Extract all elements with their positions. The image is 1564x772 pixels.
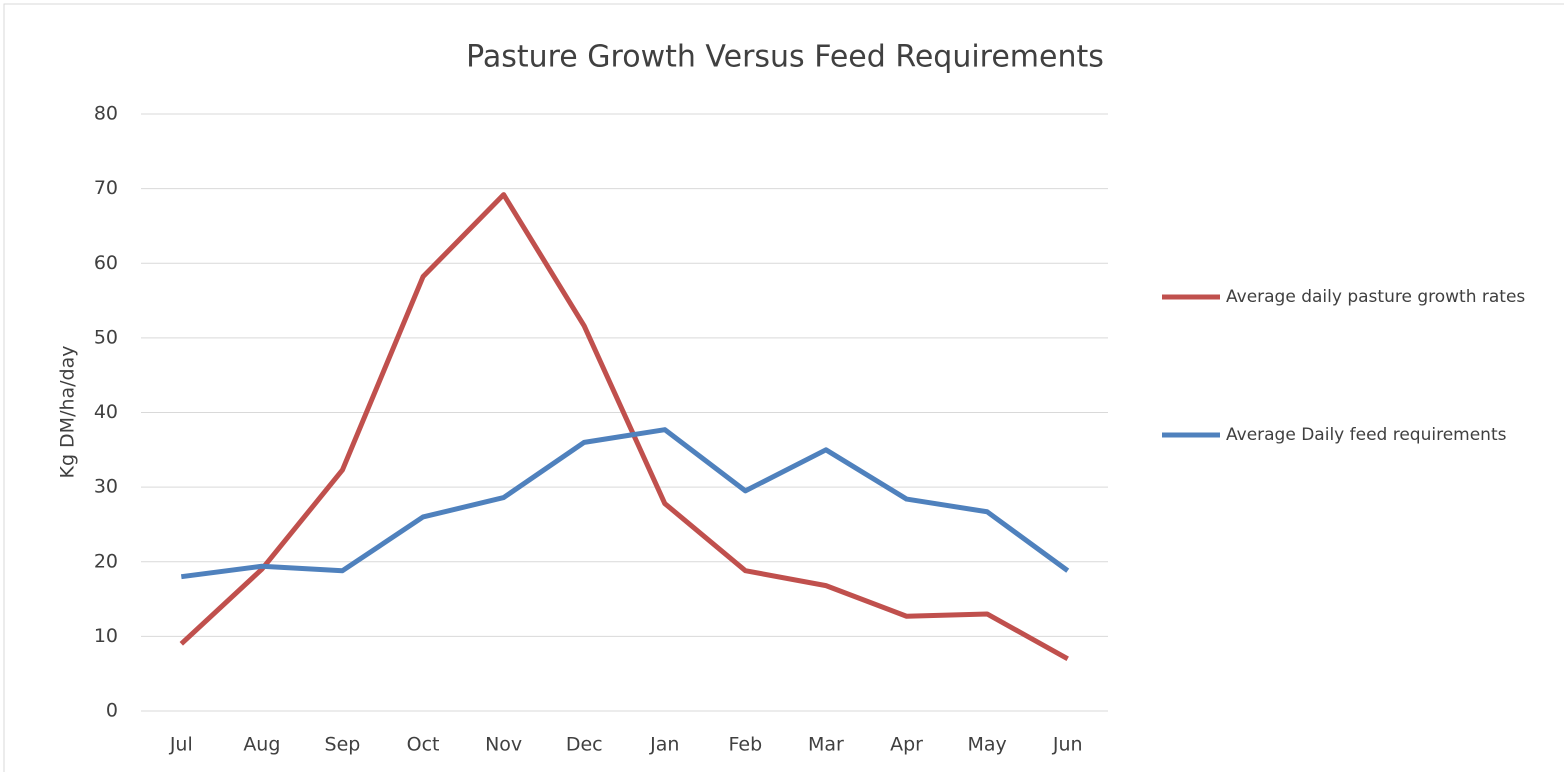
x-tick-label: May [967, 734, 1006, 756]
y-tick-label: 0 [106, 700, 118, 722]
y-tick-label: 10 [94, 625, 118, 647]
y-tick-label: 20 [94, 550, 118, 572]
y-axis-label: Kg DM/ha/day [57, 345, 79, 478]
legend-label: Average daily pasture growth rates [1226, 287, 1526, 307]
y-tick-label: 50 [94, 326, 118, 348]
x-tick-label: Jul [169, 734, 193, 756]
x-tick-label: Jan [649, 734, 679, 756]
x-tick-label: Jun [1052, 734, 1083, 756]
x-tick-label: Oct [407, 734, 440, 756]
x-tick-label: Sep [325, 734, 361, 756]
y-tick-label: 40 [94, 401, 118, 423]
y-tick-label: 80 [94, 103, 118, 125]
y-tick-label: 70 [94, 177, 118, 199]
chart-title: Pasture Growth Versus Feed Requirements [466, 40, 1104, 75]
series-line [180, 427, 1070, 580]
legend-label: Average Daily feed requirements [1226, 425, 1507, 445]
x-tick-label: Dec [566, 734, 603, 756]
chart-border [3, 3, 1564, 772]
x-tick-label: Feb [729, 734, 763, 756]
series-line [179, 192, 1069, 661]
x-tick-label: Aug [243, 734, 280, 756]
x-tick-label: Apr [890, 734, 923, 756]
x-tick-label: Nov [485, 734, 522, 756]
x-tick-label: Mar [808, 734, 844, 756]
y-tick-label: 60 [94, 252, 118, 274]
y-tick-label: 30 [94, 476, 118, 498]
